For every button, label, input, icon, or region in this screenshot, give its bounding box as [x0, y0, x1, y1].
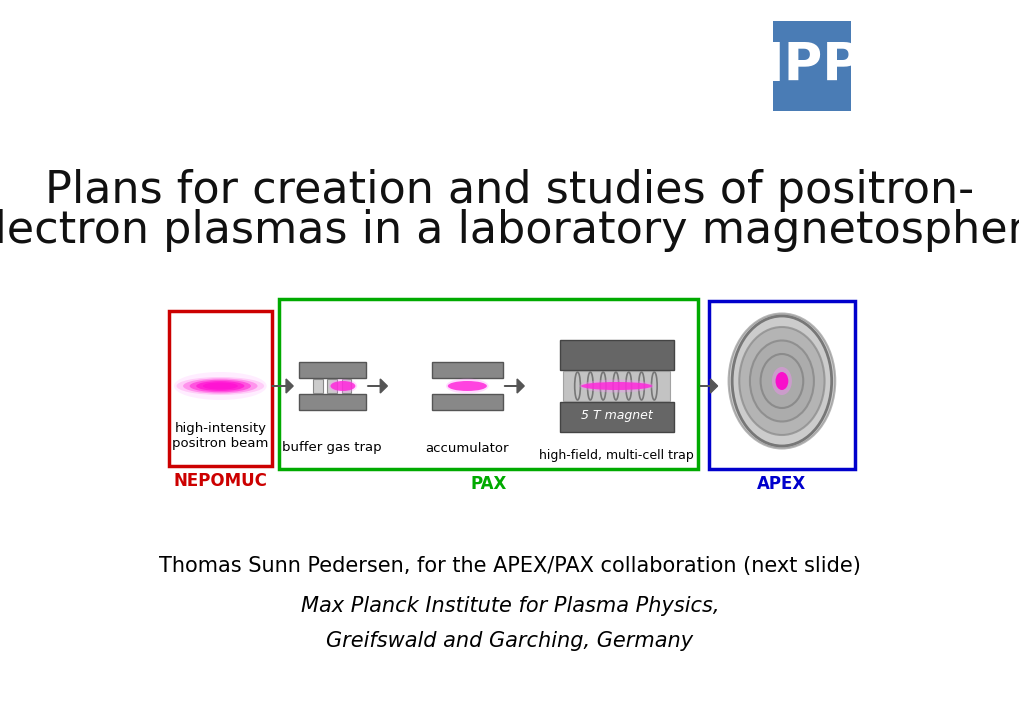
Bar: [772, 21, 851, 111]
Ellipse shape: [203, 382, 237, 389]
FancyArrow shape: [272, 379, 292, 393]
Ellipse shape: [174, 372, 266, 400]
Bar: [559, 402, 673, 432]
Bar: [168, 311, 272, 466]
Ellipse shape: [749, 340, 813, 422]
Bar: [313, 379, 323, 393]
Text: accumulator: accumulator: [425, 441, 508, 454]
Ellipse shape: [190, 380, 251, 392]
Ellipse shape: [176, 377, 264, 395]
Text: Max Planck Institute for Plasma Physics,: Max Planck Institute for Plasma Physics,: [301, 596, 718, 616]
Bar: [559, 340, 673, 370]
Bar: [299, 394, 366, 410]
Text: high-intensity
positron beam: high-intensity positron beam: [172, 422, 268, 450]
Text: NEPOMUC: NEPOMUC: [173, 472, 267, 490]
Bar: [341, 379, 352, 393]
Bar: [562, 371, 669, 401]
Text: buffer gas trap: buffer gas trap: [282, 441, 382, 454]
Bar: [431, 362, 502, 378]
Bar: [327, 379, 337, 393]
Bar: [708, 301, 854, 469]
Text: IPP: IPP: [763, 40, 860, 92]
Ellipse shape: [728, 314, 835, 448]
Text: Greifswald and Garching, Germany: Greifswald and Garching, Germany: [326, 631, 693, 651]
FancyArrow shape: [699, 379, 717, 393]
Bar: [278, 299, 698, 469]
Ellipse shape: [328, 379, 357, 393]
FancyArrow shape: [503, 379, 524, 393]
Ellipse shape: [445, 379, 488, 394]
Ellipse shape: [581, 382, 651, 390]
Ellipse shape: [579, 379, 653, 392]
Ellipse shape: [774, 372, 788, 390]
FancyArrow shape: [367, 379, 387, 393]
Text: electron plasmas in a laboratory magnetosphere: electron plasmas in a laboratory magneto…: [0, 210, 1019, 252]
Ellipse shape: [330, 381, 355, 391]
Text: PAX: PAX: [470, 475, 506, 493]
Ellipse shape: [771, 367, 791, 395]
Ellipse shape: [739, 327, 823, 435]
Text: APEX: APEX: [756, 475, 806, 493]
Ellipse shape: [447, 381, 486, 391]
Ellipse shape: [196, 381, 245, 391]
Text: Plans for creation and studies of positron-: Plans for creation and studies of positr…: [46, 169, 973, 213]
Text: high-field, multi-cell trap: high-field, multi-cell trap: [539, 449, 693, 462]
Bar: [299, 362, 366, 378]
Text: Thomas Sunn Pedersen, for the APEX/PAX collaboration (next slide): Thomas Sunn Pedersen, for the APEX/PAX c…: [159, 556, 860, 576]
Ellipse shape: [209, 384, 231, 388]
Text: 5 T magnet: 5 T magnet: [580, 410, 652, 423]
Bar: [431, 394, 502, 410]
Ellipse shape: [760, 354, 802, 408]
Ellipse shape: [182, 379, 257, 394]
